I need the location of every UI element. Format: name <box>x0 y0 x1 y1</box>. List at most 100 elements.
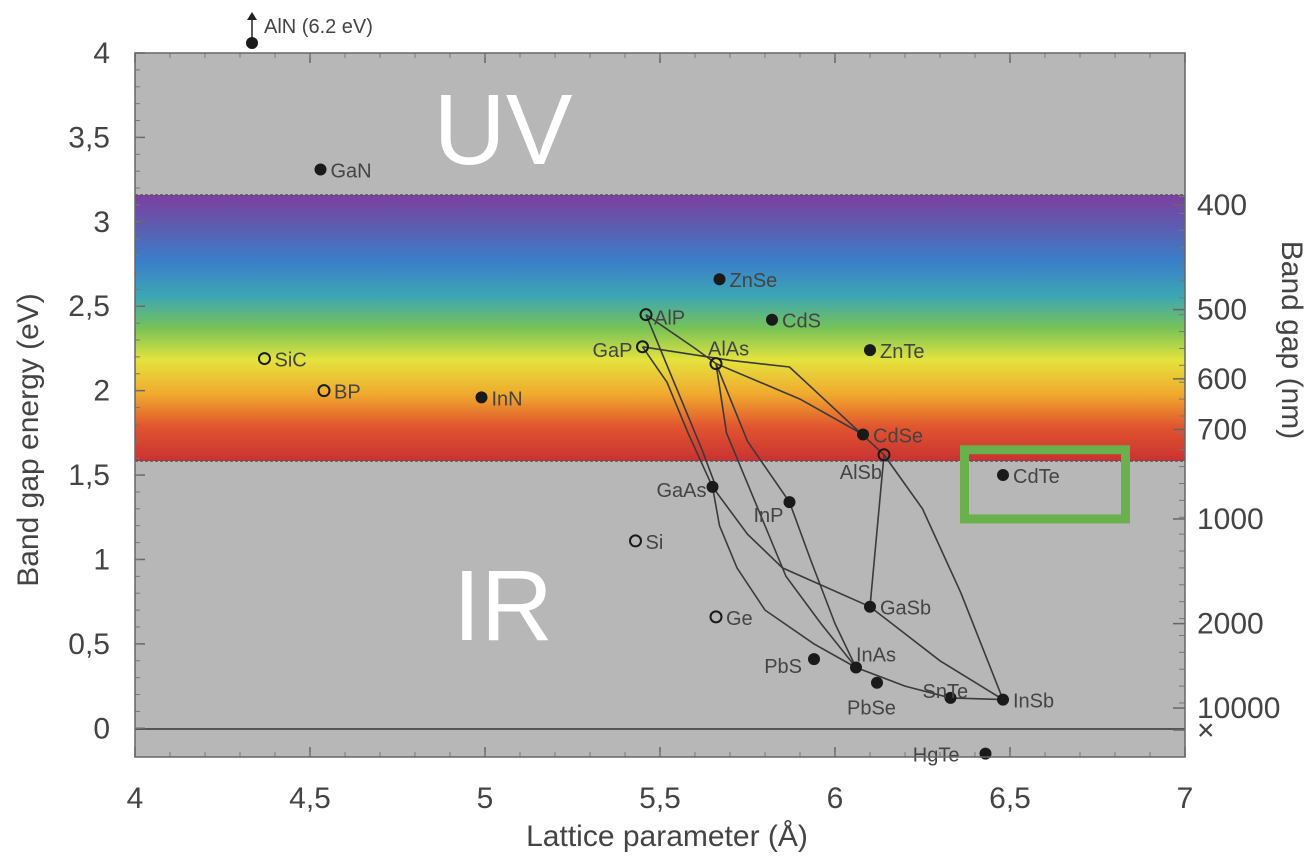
x-tick-label: 4 <box>127 782 144 815</box>
data-point <box>864 344 876 357</box>
alloy-curve <box>711 486 871 608</box>
data-point-open <box>317 384 331 398</box>
point-label: AlP <box>654 308 685 330</box>
data-point <box>475 391 488 404</box>
point-label: SnTe <box>923 681 969 703</box>
y2-tick-label: 500 <box>1197 294 1247 327</box>
point-label: PbS <box>764 656 802 678</box>
point-label: GaSb <box>880 598 931 620</box>
point-label: GaP <box>592 340 632 362</box>
data-point <box>766 313 778 326</box>
data-point-open <box>639 308 653 322</box>
alloy-curve <box>715 363 791 503</box>
y2-tick-label: 2000 <box>1197 608 1264 641</box>
data-point <box>997 469 1009 482</box>
alloy-curve <box>788 501 857 668</box>
y2-axis-label: Band gap (nm) <box>1275 241 1308 439</box>
alloy-curve <box>711 486 857 669</box>
x-tick-label: 6,5 <box>989 782 1031 815</box>
point-label: SiC <box>275 350 307 372</box>
point-label: BP <box>334 382 361 404</box>
material-points: GaN SiC BP InN ZnSe AlP CdS GaP AlAs ZnTe CdSe AlSb… <box>258 160 1060 767</box>
alloy-curves <box>641 314 1004 701</box>
point-label: CdTe <box>1013 466 1060 488</box>
data-point <box>314 163 327 176</box>
data-point-open <box>629 534 642 548</box>
point-label: CdSe <box>873 426 923 448</box>
point-label: ZnSe <box>730 270 778 292</box>
point-label: PbSe <box>847 698 896 720</box>
y-tick-label: 2 <box>93 375 110 408</box>
y2-tick-label: 1000 <box>1197 503 1264 536</box>
annotation-label: AlN (6.2 eV) <box>264 16 373 38</box>
y-tick-label: 0,5 <box>68 628 110 661</box>
data-point <box>857 428 869 441</box>
point-label: Ge <box>726 608 753 630</box>
y2-tick-label: 700 <box>1197 413 1247 446</box>
y-tick-label: 1 <box>93 543 110 576</box>
point-label: CdS <box>782 311 821 333</box>
x-tick-label: 5,5 <box>639 782 681 815</box>
data-point-open <box>709 357 723 371</box>
top-annotation: AlN (6.2 eV) <box>246 12 373 49</box>
point-label: ZnTe <box>880 341 924 363</box>
y-tick-label: 1,5 <box>68 459 110 492</box>
point-label: InAs <box>856 645 896 667</box>
point-label: GaN <box>331 160 372 182</box>
annotation-arrow-head <box>247 12 257 20</box>
data-point <box>979 747 992 760</box>
data-point <box>944 691 957 704</box>
point-label: AlAs <box>708 339 749 361</box>
point-label: Si <box>646 532 664 554</box>
x-axis-label: Lattice parameter (Å) <box>526 820 808 853</box>
alloy-curve <box>883 454 1004 700</box>
y2-tick-label: × <box>1197 714 1215 747</box>
y-tick-label: 2,5 <box>68 290 110 323</box>
data-point-open <box>877 448 891 462</box>
data-point <box>997 693 1009 706</box>
point-label: HgTe <box>913 745 960 767</box>
alloy-curve <box>641 346 714 488</box>
data-point <box>713 273 726 286</box>
x-tick-label: 4,5 <box>289 782 331 815</box>
y-tick-label: 3,5 <box>68 121 110 154</box>
x-tick-label: 5 <box>477 782 494 815</box>
y-tick-label: 4 <box>93 37 110 70</box>
data-point <box>783 496 796 509</box>
data-point <box>808 653 820 666</box>
alloy-curve <box>642 346 885 456</box>
x-tick-label: 6 <box>827 782 844 815</box>
data-point-open <box>636 340 649 354</box>
data-point-open <box>258 352 271 366</box>
y-axis-label: Band gap energy (eV) <box>12 293 45 587</box>
alloy-curve <box>855 666 1004 701</box>
data-point <box>850 661 862 674</box>
y2-tick-label: 10000 <box>1197 692 1280 725</box>
y2-tick-label: 400 <box>1197 189 1247 222</box>
annotation-marker <box>246 37 258 49</box>
data-point <box>706 480 719 493</box>
x-tick-label: 7 <box>1177 782 1194 815</box>
plot-frame <box>134 52 1186 758</box>
point-label: InP <box>753 505 783 527</box>
point-label: InSb <box>1013 691 1054 713</box>
y2-tick-label: 600 <box>1197 363 1247 396</box>
alloy-curve <box>869 606 1004 701</box>
alloy-curve <box>715 363 857 668</box>
visible-spectrum-band <box>135 195 1185 461</box>
region-label-ir: IR <box>453 550 553 662</box>
data-point-open <box>709 610 723 624</box>
alloy-curve <box>869 454 885 607</box>
point-label: GaAs <box>656 480 706 502</box>
data-point <box>871 676 883 689</box>
point-label: AlSb <box>840 462 882 484</box>
point-label: InN <box>492 388 523 410</box>
y-tick-label: 0 <box>93 712 110 745</box>
cdte-highlight-box <box>960 445 1130 524</box>
region-label-uv: UV <box>434 74 573 186</box>
y-tick-label: 3 <box>93 206 110 239</box>
alloy-curve <box>645 314 717 488</box>
axis-ticks: 4 4,5 5 5,5 6 6,5 7 0 0,5 1 1,5 2 2,5 3 3,5 4 400 500 600 7… <box>68 37 1280 815</box>
data-point <box>864 600 876 613</box>
